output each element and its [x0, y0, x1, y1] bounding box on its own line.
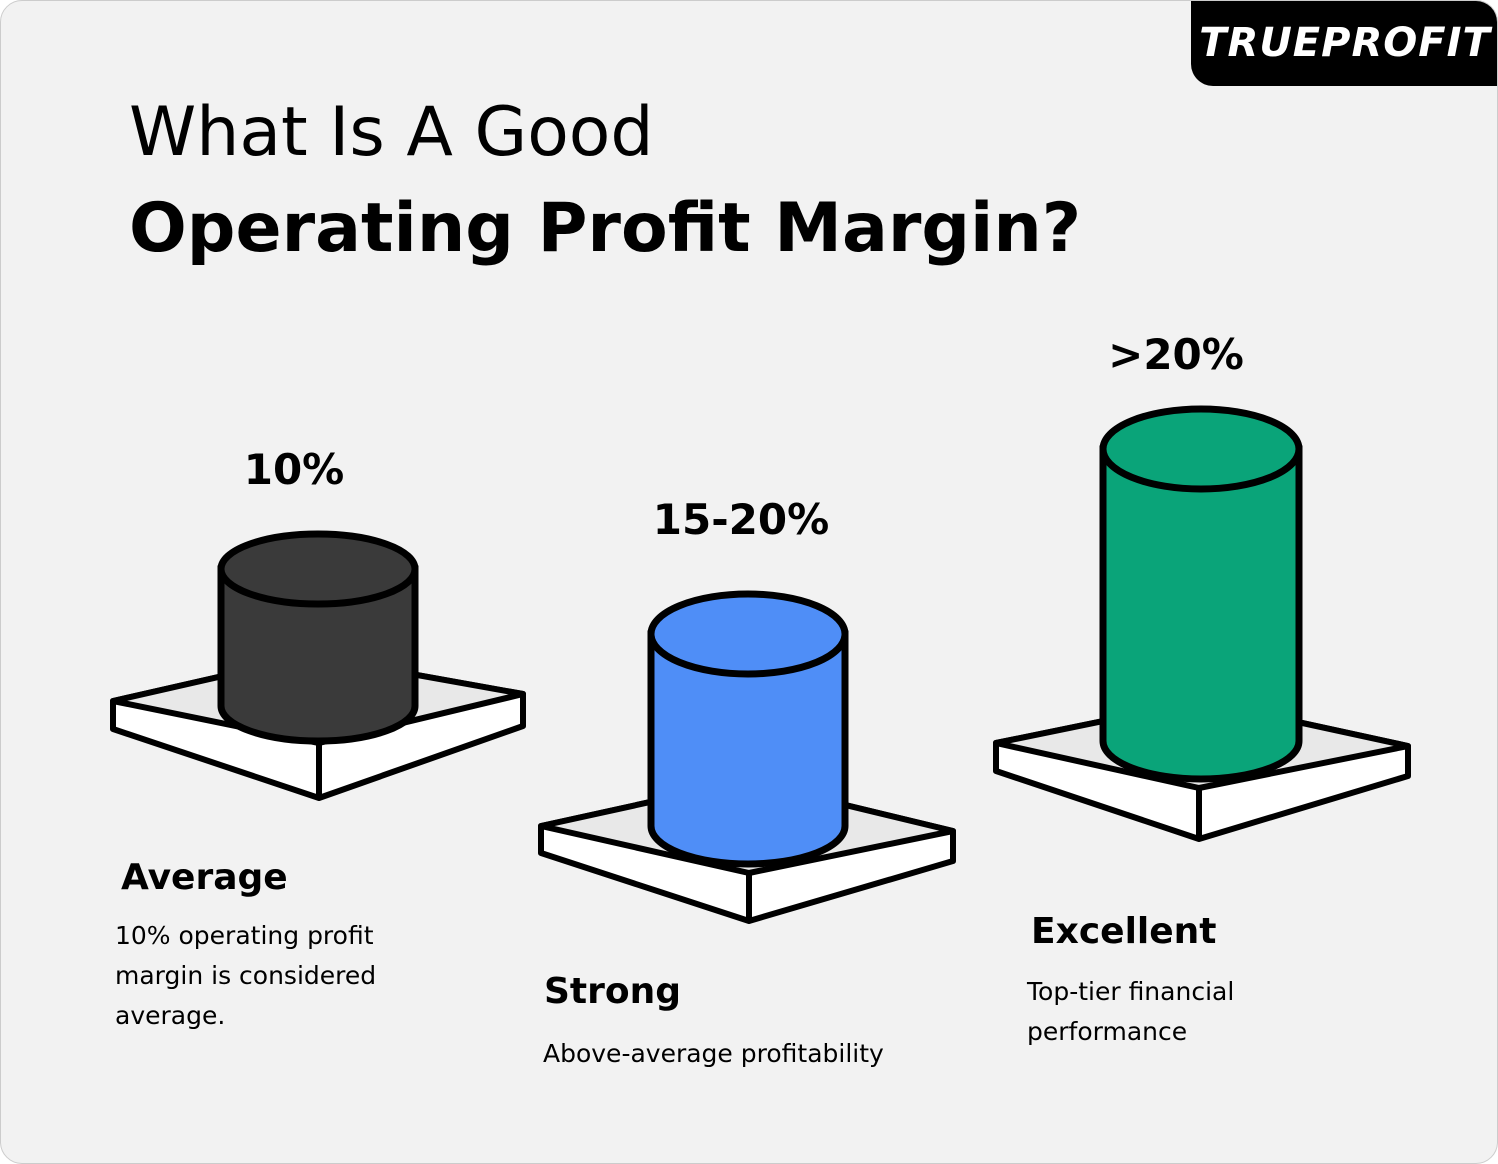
tier-label: Excellent	[1031, 911, 1217, 952]
tier-description: 10% operating profit margin is considere…	[115, 921, 377, 1030]
cylinder-top	[217, 530, 419, 608]
cylinder-body	[647, 630, 849, 868]
tier-label: Strong	[544, 971, 682, 1012]
tier-description: Top-tier financial performance	[1027, 977, 1235, 1046]
cylinder-top	[647, 590, 849, 678]
cylinder-top	[1099, 405, 1303, 493]
title-line: What Is A Good	[129, 93, 654, 172]
cylinder-body	[1099, 445, 1303, 783]
cylinder-body	[217, 565, 419, 745]
logo: TRUEPROFIT	[1191, 1, 1497, 86]
tier-value: >20%	[1108, 330, 1244, 379]
tier-value: 10%	[243, 445, 345, 494]
title-line: Operating Profit Margin?	[129, 189, 1082, 268]
cylinders	[217, 405, 1303, 868]
tier-value: 15-20%	[652, 495, 830, 544]
tier-description: Above-average profitability	[543, 1039, 884, 1068]
tier-label: Average	[121, 857, 288, 898]
